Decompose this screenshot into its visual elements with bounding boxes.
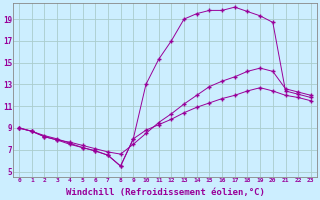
X-axis label: Windchill (Refroidissement éolien,°C): Windchill (Refroidissement éolien,°C) — [66, 188, 264, 197]
